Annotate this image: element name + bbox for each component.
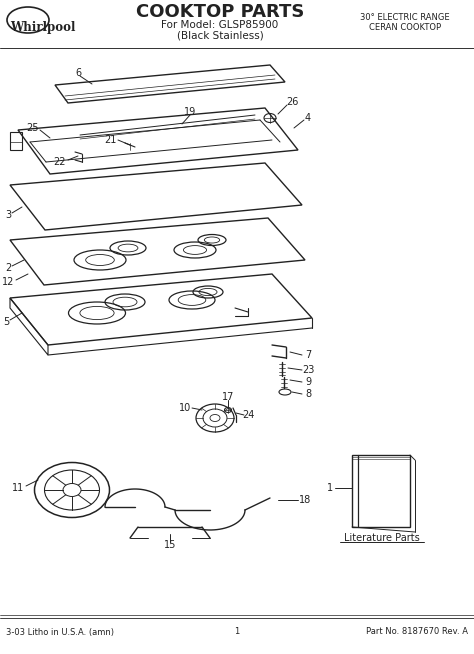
Text: 21: 21 [104,135,116,145]
Text: 23: 23 [302,365,314,375]
Text: Literature Parts: Literature Parts [344,533,420,543]
Text: 9: 9 [305,377,311,387]
Text: 1: 1 [234,627,240,636]
Text: 7: 7 [305,350,311,360]
Text: 4: 4 [305,113,311,123]
Text: 22: 22 [54,157,66,167]
Text: CERAN COOKTOP: CERAN COOKTOP [369,22,441,31]
Text: 26: 26 [286,97,298,107]
Bar [10,132,22,150]
Text: 5: 5 [3,317,9,327]
Text: 11: 11 [12,483,24,493]
Text: COOKTOP PARTS: COOKTOP PARTS [136,3,304,21]
Text: 17: 17 [222,392,234,402]
Text: 18: 18 [299,495,311,505]
Text: 1: 1 [327,483,333,493]
Text: 3-03 Litho in U.S.A. (amn): 3-03 Litho in U.S.A. (amn) [6,627,114,636]
Text: 15: 15 [164,540,176,550]
Text: 24: 24 [242,410,254,420]
Text: Whirlpool: Whirlpool [10,22,75,35]
Text: 19: 19 [184,107,196,117]
Text: 25: 25 [27,123,39,133]
Text: (Black Stainless): (Black Stainless) [177,30,264,40]
Text: 30° ELECTRIC RANGE: 30° ELECTRIC RANGE [360,14,450,22]
Text: 10: 10 [179,403,191,413]
Bar [352,455,410,527]
Text: 2: 2 [5,263,11,273]
Text: For Model: GLSP85900: For Model: GLSP85900 [161,20,279,30]
Text: 6: 6 [75,68,81,78]
Text: Part No. 8187670 Rev. A: Part No. 8187670 Rev. A [366,627,468,636]
Text: 8: 8 [305,389,311,399]
Text: 3: 3 [5,210,11,220]
Text: 12: 12 [2,277,14,287]
